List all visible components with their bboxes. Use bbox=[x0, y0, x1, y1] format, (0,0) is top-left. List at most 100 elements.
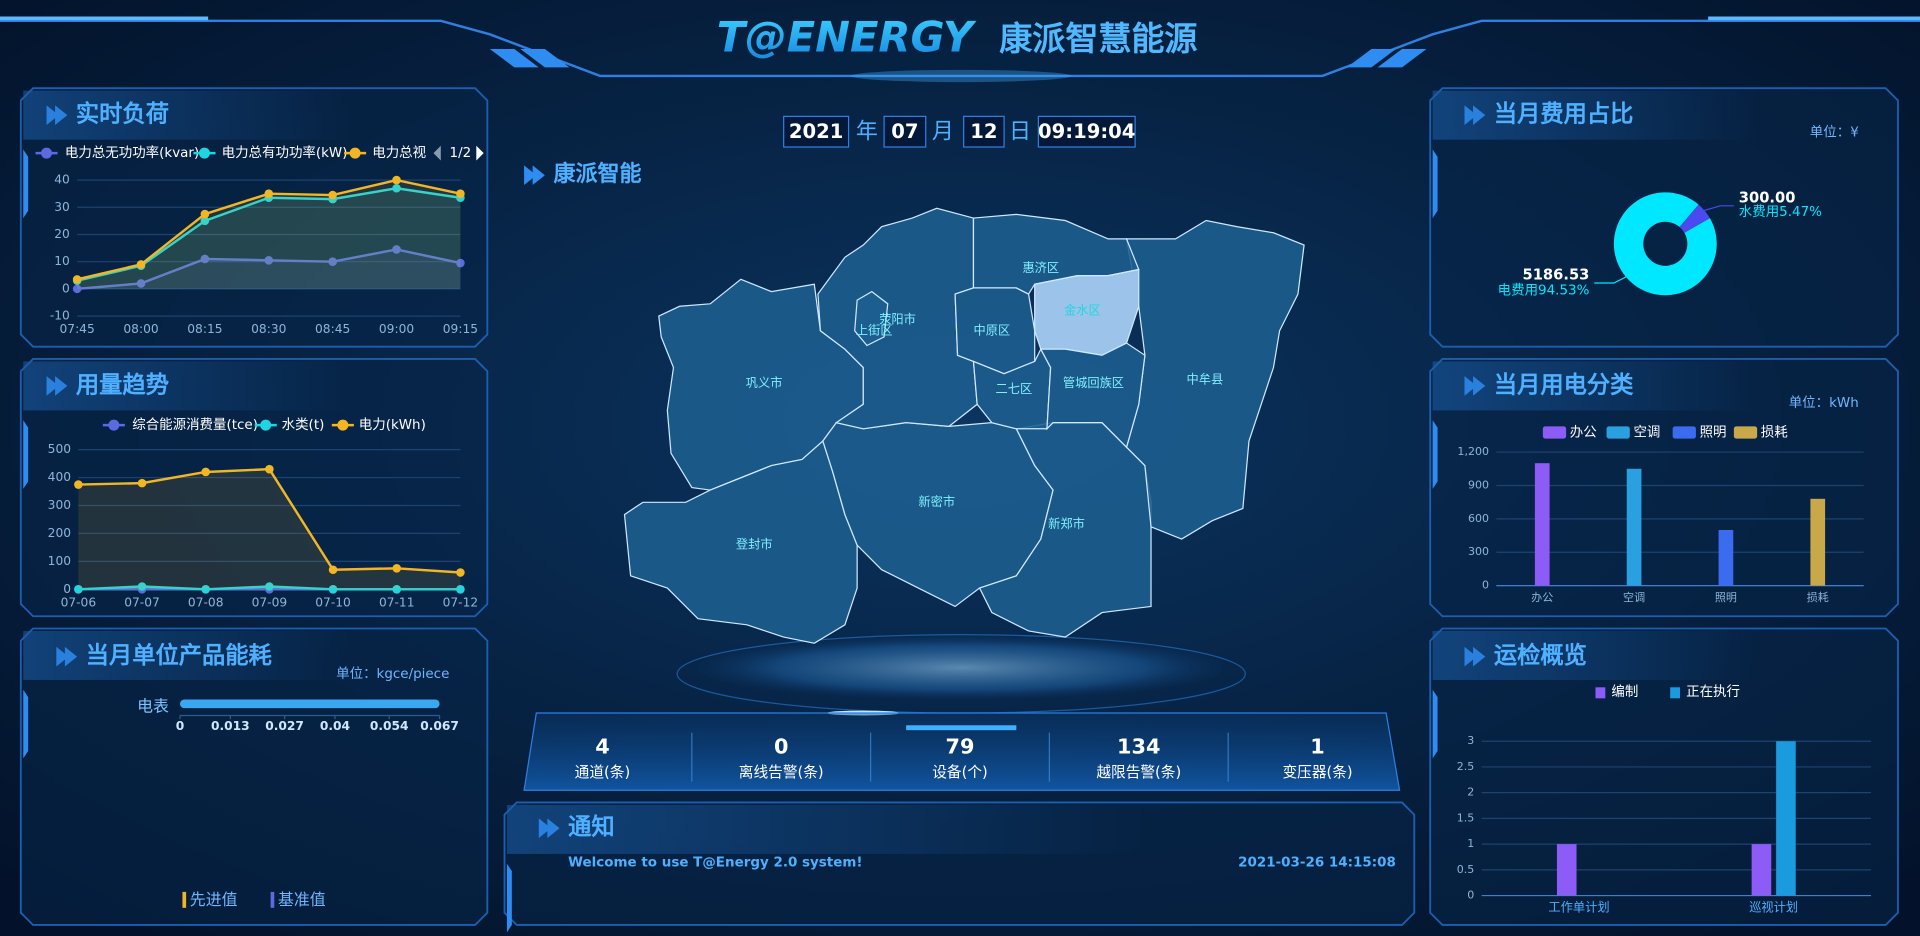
data-point bbox=[328, 190, 337, 200]
content: 实时负荷用量趋势当月单位产品能耗当月费用占比当月用电分类运检概览-1001020… bbox=[19, 87, 1899, 933]
x-tick-label: 办公 bbox=[1531, 591, 1553, 604]
y-tick-label: 3 bbox=[1467, 734, 1474, 747]
bar bbox=[1718, 529, 1734, 586]
legend-next[interactable] bbox=[476, 145, 484, 161]
y-tick-label: 0 bbox=[63, 582, 71, 596]
data-point bbox=[74, 480, 83, 489]
data-point bbox=[72, 275, 82, 284]
pie-slice bbox=[1613, 192, 1717, 296]
legend-marker bbox=[1606, 426, 1630, 439]
stat-label: 通道(条) bbox=[575, 764, 631, 781]
data-point bbox=[136, 279, 146, 288]
data-point bbox=[456, 189, 465, 198]
panel-side-deco bbox=[506, 863, 512, 933]
panel-side-deco bbox=[23, 420, 29, 489]
y-tick-label: 0 bbox=[1467, 889, 1474, 902]
legend-label: 电力总有功功率(kW) bbox=[222, 144, 348, 161]
x-tick-label: 09:00 bbox=[379, 322, 414, 336]
slice-label: 电费用94.53% bbox=[1498, 282, 1590, 298]
date-box bbox=[783, 115, 850, 148]
stat-label: 越限告警(条) bbox=[1096, 764, 1181, 781]
x-tick-label: 空调 bbox=[1623, 590, 1645, 604]
map-region-label: 金水区 bbox=[1064, 303, 1101, 318]
legend-marker bbox=[337, 419, 349, 431]
bar bbox=[1751, 844, 1772, 896]
map-region[interactable] bbox=[623, 439, 858, 644]
value-label: 5186.53 bbox=[1522, 267, 1589, 284]
date-box bbox=[963, 115, 1005, 148]
bar bbox=[1626, 468, 1642, 586]
y-tick-label: 40 bbox=[54, 173, 70, 187]
y-tick-label: 200 bbox=[48, 526, 71, 540]
x-tick-label: 07:45 bbox=[60, 322, 95, 336]
date-value: 12 bbox=[970, 120, 997, 143]
panel-title: 用量趋势 bbox=[76, 371, 169, 398]
data-point bbox=[392, 585, 402, 594]
data-point bbox=[328, 257, 337, 266]
panel-side-deco bbox=[1432, 149, 1438, 219]
y-tick-label: 30 bbox=[54, 200, 70, 214]
panel bbox=[19, 358, 489, 618]
date-box bbox=[883, 115, 927, 148]
legend-marker bbox=[41, 147, 53, 159]
stat-label: 离线告警(条) bbox=[739, 764, 824, 781]
panel-side-deco bbox=[23, 149, 29, 219]
x-tick-label: 0.054 bbox=[370, 719, 409, 733]
map-region-label: 登封市 bbox=[736, 537, 773, 552]
y-tick-label: 300 bbox=[48, 498, 71, 512]
panel-side-deco bbox=[23, 689, 29, 759]
legend-marker bbox=[198, 147, 210, 159]
map-region[interactable] bbox=[1039, 342, 1146, 449]
data-point bbox=[456, 258, 465, 268]
legend-marker bbox=[349, 147, 361, 159]
x-tick-label: 07-08 bbox=[188, 595, 224, 609]
map-region-label: 上街区 bbox=[856, 323, 893, 337]
bar bbox=[1810, 498, 1826, 586]
x-tick-label: 07-12 bbox=[443, 595, 479, 609]
legend-marker bbox=[182, 891, 187, 908]
panel-title: 通知 bbox=[568, 814, 615, 841]
y-tick-label: 600 bbox=[1468, 512, 1489, 525]
series-area bbox=[77, 188, 461, 289]
legend-marker bbox=[270, 891, 275, 908]
y-tick-label: 0.5 bbox=[1457, 863, 1475, 876]
legend-label: 照明 bbox=[1700, 424, 1727, 440]
data-point bbox=[200, 254, 210, 264]
x-tick-label: 工作单计划 bbox=[1548, 900, 1609, 914]
header-frame bbox=[0, 16, 1920, 83]
date-unit: 日 bbox=[1009, 119, 1031, 144]
legend-label: 编制 bbox=[1611, 684, 1638, 700]
x-tick-label: 07-09 bbox=[252, 595, 288, 609]
map-region[interactable] bbox=[854, 290, 889, 347]
x-tick-label: 0.027 bbox=[265, 719, 304, 733]
panel-title: 当月单位产品能耗 bbox=[86, 642, 272, 669]
stat-value: 0 bbox=[774, 734, 788, 758]
date-value: 09:19:04 bbox=[1038, 120, 1135, 143]
legend-marker bbox=[1542, 426, 1567, 439]
y-tick-label: 500 bbox=[48, 442, 71, 456]
series-area bbox=[78, 469, 461, 590]
data-point bbox=[200, 209, 210, 219]
legend-label: 综合能源消费量(tce) bbox=[132, 417, 258, 433]
value-label: 300.00 bbox=[1739, 189, 1796, 206]
stat-value: 1 bbox=[1310, 734, 1324, 758]
map-region-label: 荥阳市 bbox=[879, 311, 916, 326]
map-title-icon bbox=[524, 165, 545, 185]
panel-title-icon bbox=[1464, 376, 1486, 396]
y-tick-label: -10 bbox=[50, 309, 70, 323]
unit-label: 单位：¥ bbox=[1810, 124, 1859, 140]
x-tick-label: 08:30 bbox=[251, 322, 286, 336]
unit-label: 单位：kgce/piece bbox=[336, 666, 449, 682]
panel-header-band bbox=[1432, 361, 1761, 411]
y-tick-label: 900 bbox=[1468, 478, 1489, 491]
legend-prev[interactable] bbox=[433, 145, 441, 161]
legend-marker bbox=[1672, 426, 1696, 439]
legend-marker bbox=[1733, 426, 1758, 439]
map-region-label: 新郑市 bbox=[1048, 516, 1085, 531]
data-point bbox=[201, 585, 210, 594]
map-platform bbox=[697, 635, 1225, 700]
legend-marker bbox=[1595, 687, 1606, 699]
legend-marker bbox=[260, 419, 272, 431]
panel-title: 当月费用占比 bbox=[1494, 101, 1634, 128]
